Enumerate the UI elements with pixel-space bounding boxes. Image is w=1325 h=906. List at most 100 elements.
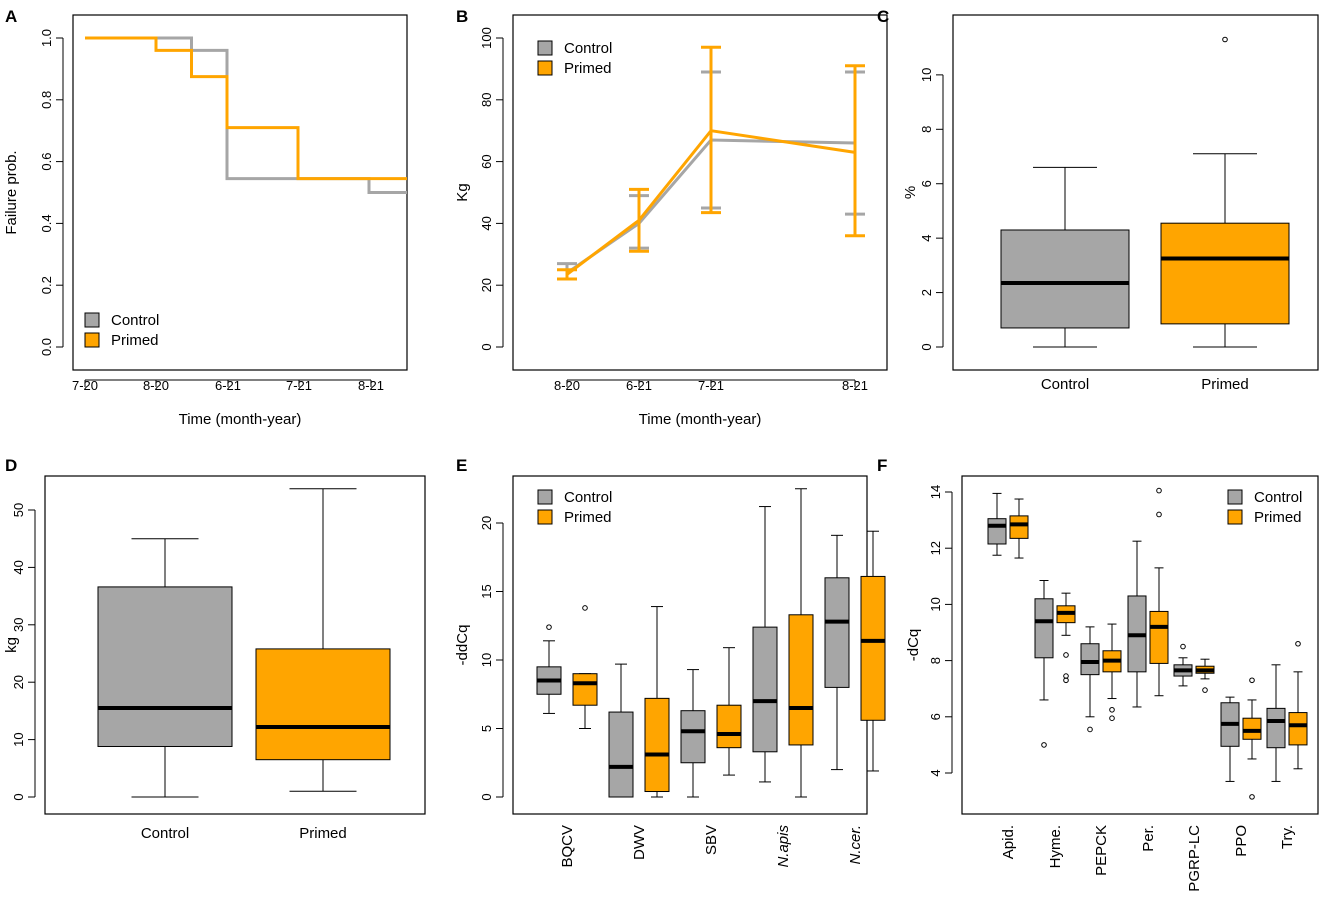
y-tick-label-a: 0.8 (39, 91, 54, 109)
y-axis-title-c: % (902, 186, 919, 199)
legend-swatch-a (84, 332, 100, 348)
outlier-point-primed-f (1202, 687, 1208, 693)
box-control-e (608, 663, 634, 798)
x-tick-label-a: 8-20 (143, 378, 169, 393)
outlier-point-primed-f (1063, 677, 1069, 684)
x-tick-label-b: 7-21 (698, 378, 724, 393)
y-axis-title-b: Kg (454, 183, 471, 201)
category-label-e: SBV (703, 825, 720, 855)
box-body-primed-f (1242, 717, 1262, 740)
box-control-f (1173, 643, 1193, 687)
outlier-point-primed-e (582, 605, 588, 611)
box-primed-f (1288, 640, 1308, 770)
y-tick-label-c: 6 (919, 180, 934, 187)
outlier-point-control-f (1041, 742, 1047, 748)
box-body-primed-e (788, 614, 814, 746)
box-primed-f (1102, 623, 1122, 722)
box-control-d (97, 538, 233, 798)
box-primed-e (860, 530, 886, 772)
box-primed-c (1160, 36, 1290, 348)
panel-label-f: F (877, 456, 887, 475)
y-tick-label-b: 80 (479, 93, 494, 107)
legend-label-f: Primed (1254, 509, 1302, 526)
plot-frame-e (512, 475, 868, 815)
y-tick-label-d: 30 (11, 618, 26, 632)
legend-label-f: Control (1254, 489, 1302, 506)
category-label-f: PEPCK (1093, 825, 1110, 876)
y-tick-label-f: 8 (928, 657, 943, 664)
outlier-point-primed-f (1295, 640, 1301, 647)
box-body-control-e (680, 710, 706, 764)
y-axis-title-f: -dCq (905, 629, 922, 662)
box-control-f (1080, 626, 1100, 733)
plot-frame-c (952, 14, 1319, 371)
y-tick-label-c: 2 (919, 289, 934, 296)
box-primed-e (572, 605, 598, 729)
x-axis-title-a: Time (month-year) (179, 411, 302, 428)
box-primed-f (1149, 487, 1169, 697)
box-body-primed-e (644, 697, 670, 793)
box-body-primed-f (1149, 610, 1169, 664)
outlier-point-primed-f (1249, 677, 1255, 684)
box-body-control-f (1266, 707, 1286, 749)
category-label-f: PPO (1233, 825, 1250, 857)
box-primed-f (1242, 677, 1262, 800)
x-tick-label-a: 6-21 (215, 378, 241, 393)
box-control-f (1220, 696, 1240, 782)
category-label-c: Control (1041, 376, 1089, 393)
box-primed-f (1009, 498, 1029, 559)
legend-label-b: Control (564, 40, 612, 57)
box-body-control-e (608, 711, 634, 798)
box-body-control-c (1000, 229, 1130, 329)
x-tick-label-b: 8-20 (554, 378, 580, 393)
y-tick-label-e: 20 (479, 516, 494, 530)
category-label-f: Try. (1279, 825, 1296, 849)
panel-label-b: B (456, 7, 468, 26)
legend-label-a: Primed (111, 332, 159, 349)
x-axis-title-b: Time (month-year) (639, 411, 762, 428)
y-tick-label-d: 10 (11, 732, 26, 746)
y-tick-label-b: 40 (479, 216, 494, 230)
outlier-point-primed-f (1109, 706, 1115, 713)
panel-label-d: D (5, 456, 17, 475)
box-control-c (1000, 166, 1130, 348)
outlier-point-control-e (546, 624, 552, 630)
box-body-control-f (1080, 643, 1100, 676)
box-control-e (680, 669, 706, 798)
box-body-primed-f (1009, 515, 1029, 539)
box-control-f (1266, 664, 1286, 782)
box-primed-f (1056, 592, 1076, 684)
category-label-f: Hyme. (1047, 825, 1064, 868)
box-body-control-e (824, 577, 850, 688)
y-tick-label-b: 60 (479, 154, 494, 168)
category-label-f: Apid. (1000, 825, 1017, 859)
y-tick-label-f: 14 (928, 485, 943, 499)
box-body-primed-e (572, 673, 598, 706)
plot-frame-b (512, 14, 888, 371)
box-body-primed-e (716, 704, 742, 749)
outlier-point-primed-f (1156, 511, 1162, 518)
box-body-primed-c (1160, 222, 1290, 325)
legend-label-e: Control (564, 489, 612, 506)
step-line-primed (85, 36, 407, 181)
y-tick-label-a: 0.6 (39, 153, 54, 171)
legend-swatch-a (84, 312, 100, 328)
step-line-control (85, 36, 407, 194)
box-primed-f (1195, 658, 1215, 693)
y-tick-label-e: 5 (479, 725, 494, 732)
y-tick-label-a: 0.4 (39, 214, 54, 232)
outlier-point-control-f (1087, 726, 1093, 733)
y-axis-title-a: Failure prob. (3, 150, 20, 234)
legend-swatch-b (537, 40, 553, 56)
box-control-f (1127, 540, 1147, 708)
y-tick-label-d: 0 (11, 793, 26, 800)
box-body-control-d (97, 586, 233, 747)
category-label-e: BQCV (559, 825, 576, 868)
category-label-c: Primed (1201, 376, 1249, 393)
outlier-point-primed-c (1222, 36, 1228, 43)
category-label-e: N.apis (775, 825, 792, 868)
box-body-control-e (752, 626, 778, 753)
y-tick-label-d: 50 (11, 503, 26, 517)
y-tick-label-c: 8 (919, 126, 934, 133)
y-tick-label-f: 10 (928, 597, 943, 611)
